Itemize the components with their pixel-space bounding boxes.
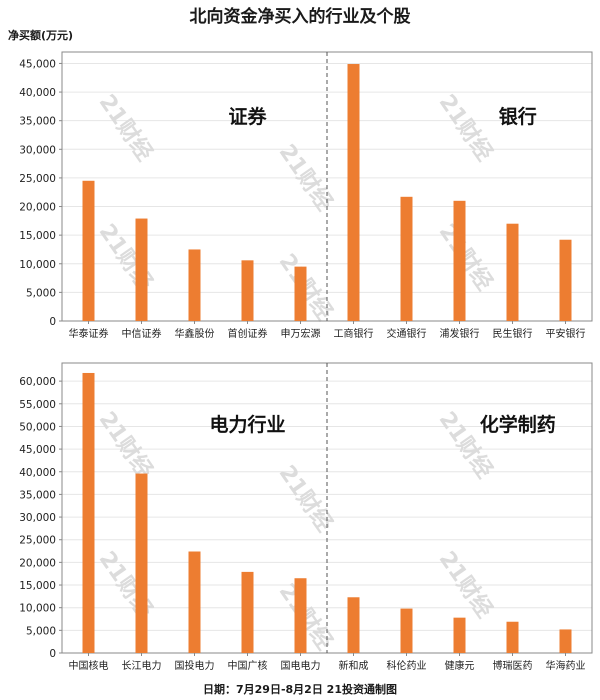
bar xyxy=(453,617,466,653)
bar xyxy=(506,621,519,653)
footer-source: 日期：7月29日-8月2日 21投资通制图 xyxy=(203,683,397,696)
y-tick-label: 0 xyxy=(49,316,56,328)
x-category-label: 华泰证券 xyxy=(69,327,109,340)
bar xyxy=(294,266,307,321)
x-category-label: 中国核电 xyxy=(69,659,109,672)
y-tick-label: 45,000 xyxy=(19,444,56,456)
bar xyxy=(188,249,201,321)
y-tick-label: 20,000 xyxy=(19,202,56,214)
sector-label: 银行 xyxy=(499,105,537,128)
bar xyxy=(82,372,95,653)
x-category-label: 浦发银行 xyxy=(440,327,480,340)
y-tick-label: 5,000 xyxy=(26,287,56,299)
x-category-label: 中信证券 xyxy=(122,327,162,340)
watermark-text: 21财经 xyxy=(434,90,498,166)
bar xyxy=(559,239,572,321)
y-tick-label: 40,000 xyxy=(19,467,56,479)
y-tick-label: 60,000 xyxy=(19,376,56,388)
y-tick-label: 25,000 xyxy=(19,535,56,547)
x-category-label: 工商银行 xyxy=(334,327,374,340)
x-category-label: 国投电力 xyxy=(175,659,215,672)
bar xyxy=(347,64,360,321)
x-category-label: 首创证券 xyxy=(228,327,268,340)
y-tick-label: 10,000 xyxy=(19,259,56,271)
x-category-label: 华鑫股份 xyxy=(175,327,215,340)
y-tick-label: 5,000 xyxy=(26,625,56,637)
x-category-label: 博瑞医药 xyxy=(493,659,533,672)
x-category-label: 平安银行 xyxy=(546,327,586,340)
y-tick-label: 50,000 xyxy=(19,421,56,433)
bar xyxy=(241,571,254,653)
y-tick-label: 30,000 xyxy=(19,512,56,524)
x-category-label: 交通银行 xyxy=(387,327,427,340)
x-category-label: 民生银行 xyxy=(493,327,533,340)
bar xyxy=(82,180,95,321)
y-tick-label: 35,000 xyxy=(19,116,56,128)
bar xyxy=(241,260,254,321)
y-tick-label: 45,000 xyxy=(19,58,56,70)
x-category-label: 申万宏源 xyxy=(281,327,321,340)
y-tick-label: 0 xyxy=(49,648,56,660)
y-tick-label: 20,000 xyxy=(19,557,56,569)
bar xyxy=(559,629,572,653)
x-category-label: 长江电力 xyxy=(122,659,162,672)
y-axis-unit-label: 净买额(万元) xyxy=(8,29,74,42)
bar xyxy=(294,578,307,653)
y-tick-label: 25,000 xyxy=(19,173,56,185)
sector-label: 电力行业 xyxy=(209,413,285,436)
x-category-label: 科伦药业 xyxy=(387,659,427,672)
y-tick-label: 35,000 xyxy=(19,489,56,501)
y-tick-label: 15,000 xyxy=(19,580,56,592)
y-tick-label: 30,000 xyxy=(19,144,56,156)
bar xyxy=(506,223,519,321)
watermark-text: 21财经 xyxy=(94,90,158,166)
bar xyxy=(347,597,360,653)
x-category-label: 健康元 xyxy=(445,659,475,672)
bar xyxy=(453,200,466,321)
x-category-label: 国电电力 xyxy=(281,659,321,672)
x-category-label: 中国广核 xyxy=(228,659,268,672)
sector-label: 证券 xyxy=(228,105,267,128)
y-tick-label: 55,000 xyxy=(19,399,56,411)
bar xyxy=(400,608,413,653)
chart-title: 北向资金净买入的行业及个股 xyxy=(189,7,411,27)
x-category-label: 华海药业 xyxy=(546,659,586,672)
watermark-text: 21财经 xyxy=(94,219,158,295)
y-tick-label: 40,000 xyxy=(19,87,56,99)
x-category-label: 新和成 xyxy=(339,659,369,672)
sector-label: 化学制药 xyxy=(480,413,556,436)
bar xyxy=(135,473,148,653)
bar xyxy=(135,218,148,321)
bar xyxy=(188,551,201,653)
bar xyxy=(400,196,413,321)
y-tick-label: 15,000 xyxy=(19,230,56,242)
watermark-text: 21财经 xyxy=(434,219,498,295)
y-tick-label: 10,000 xyxy=(19,603,56,615)
